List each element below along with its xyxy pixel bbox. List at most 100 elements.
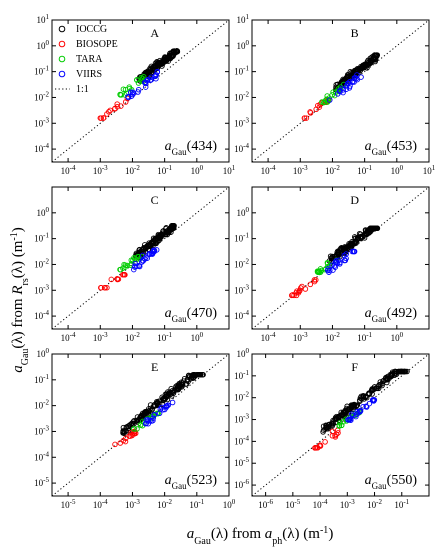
data-point-ioccg xyxy=(358,235,364,242)
data-point-viirs xyxy=(353,413,359,420)
data-point-viirs xyxy=(343,83,350,89)
data-point-viirs xyxy=(357,409,363,415)
y-axis-label: aGau(λ) from Rrs(λ) (m-1) xyxy=(9,227,31,373)
y-tick-label: 10-3 xyxy=(34,424,49,436)
panel-letter: E xyxy=(151,360,158,374)
x-tick-label: 10-3 xyxy=(125,498,140,510)
data-point-tara xyxy=(317,269,324,275)
data-point-biosope xyxy=(299,283,305,290)
data-point-ioccg xyxy=(355,235,361,242)
data-point-biosope xyxy=(335,430,341,436)
data-point-ioccg xyxy=(158,233,165,240)
x-tick-label: 10-6 xyxy=(258,498,273,510)
y-tick-label: 10-1 xyxy=(34,232,49,244)
x-tick-label: 10-2 xyxy=(325,164,340,176)
data-point-ioccg xyxy=(150,403,157,410)
panel-B: 10-4 10-3 10-2 10-1 100 101 10-4 10-3 10-2 10-1 10… xyxy=(234,13,436,176)
wavelength-label: aGau(492) xyxy=(365,306,418,324)
data-point-ioccg xyxy=(199,371,206,378)
data-point-tara xyxy=(330,89,336,95)
data-point-ioccg xyxy=(120,428,126,434)
data-point-ioccg xyxy=(357,398,363,404)
data-point-viirs xyxy=(125,93,131,100)
data-point-tara xyxy=(120,86,127,92)
data-point-biosope xyxy=(122,99,129,105)
panel-letter: A xyxy=(150,26,159,40)
y-tick-label: 10-6 xyxy=(234,478,249,490)
data-point-biosope xyxy=(313,277,319,283)
y-tick-label: 10-4 xyxy=(34,309,49,321)
y-tick-label: 100 xyxy=(37,347,50,359)
data-point-biosope xyxy=(291,292,297,299)
data-point-ioccg xyxy=(175,383,182,390)
panel-letter: B xyxy=(351,26,359,40)
data-point-viirs xyxy=(366,400,373,407)
data-point-ioccg xyxy=(172,387,178,394)
data-point-viirs xyxy=(143,254,149,261)
data-point-ioccg xyxy=(171,48,177,54)
data-point-biosope xyxy=(307,109,313,115)
data-point-ioccg xyxy=(372,56,379,63)
y-tick-label: 10-3 xyxy=(234,283,249,295)
data-point-viirs xyxy=(331,263,338,269)
data-point-ioccg xyxy=(186,372,192,379)
y-tick-label: 10-5 xyxy=(234,456,249,468)
x-tick-label: 10-3 xyxy=(93,164,108,176)
data-point-viirs xyxy=(135,86,142,93)
data-point-tara xyxy=(338,422,345,429)
panel-A: 10-4 10-3 10-2 10-1 100 101 10-4 10-3 10-2 10-1 10… xyxy=(34,13,236,176)
data-point-biosope xyxy=(106,109,112,115)
x-tick-label: 101 xyxy=(223,164,236,176)
data-point-viirs xyxy=(363,403,369,410)
data-point-viirs xyxy=(325,266,331,272)
panel-letter: C xyxy=(151,193,159,207)
y-tick-label: 10-2 xyxy=(34,399,49,411)
data-point-biosope xyxy=(296,288,303,294)
data-point-tara xyxy=(134,426,140,432)
data-point-ioccg xyxy=(196,371,203,378)
data-point-ioccg xyxy=(163,392,170,399)
data-point-ioccg xyxy=(168,223,175,229)
x-tick-label: 100 xyxy=(223,498,236,510)
y-tick-label: 10-2 xyxy=(234,90,249,102)
data-point-ioccg xyxy=(396,368,402,375)
data-point-viirs xyxy=(152,73,159,79)
data-point-ioccg xyxy=(147,243,153,250)
x-tick-label: 10-3 xyxy=(293,164,308,176)
y-tick-label: 10-4 xyxy=(234,142,249,154)
panel-F: 10-6 10-5 10-4 10-3 10-2 10-1 10-6 10-5 10-4 10-3… xyxy=(234,347,430,510)
data-point-viirs xyxy=(169,399,176,406)
y-tick-label: 100 xyxy=(37,206,50,218)
data-point-ioccg xyxy=(155,63,161,70)
plot-frame xyxy=(51,186,230,330)
data-point-biosope xyxy=(316,104,323,110)
x-tick-label: 100 xyxy=(191,164,204,176)
data-point-tara xyxy=(134,77,140,83)
data-point-tara xyxy=(117,91,123,98)
data-point-biosope xyxy=(332,434,339,440)
y-tick-label: 100 xyxy=(37,39,50,51)
plot-frame xyxy=(51,353,230,497)
data-point-ioccg xyxy=(335,414,342,421)
data-point-ioccg xyxy=(373,385,380,392)
x-tick-label: 10-2 xyxy=(125,164,140,176)
panel-C: 10-4 10-3 10-2 10-1 100 10-4 10-3 10-2 10-1 100 Ca… xyxy=(34,186,230,343)
data-point-viirs xyxy=(339,85,345,91)
data-point-ioccg xyxy=(363,63,369,69)
data-point-biosope xyxy=(294,288,300,294)
data-point-ioccg xyxy=(325,422,332,428)
data-point-viirs xyxy=(337,261,343,267)
data-point-viirs xyxy=(135,89,141,95)
wavelength-label: aGau(470) xyxy=(165,306,218,324)
plot-frame xyxy=(251,353,430,497)
data-point-biosope xyxy=(112,105,118,112)
data-point-ioccg xyxy=(150,240,156,246)
data-point-viirs xyxy=(134,263,140,269)
data-point-viirs xyxy=(360,403,366,410)
data-point-tara xyxy=(329,92,335,98)
data-point-ioccg xyxy=(145,408,151,415)
data-point-ioccg xyxy=(145,242,152,248)
data-point-ioccg xyxy=(150,65,156,72)
y-tick-label: 10-2 xyxy=(34,257,49,269)
y-tick-label: 10-2 xyxy=(234,391,249,403)
